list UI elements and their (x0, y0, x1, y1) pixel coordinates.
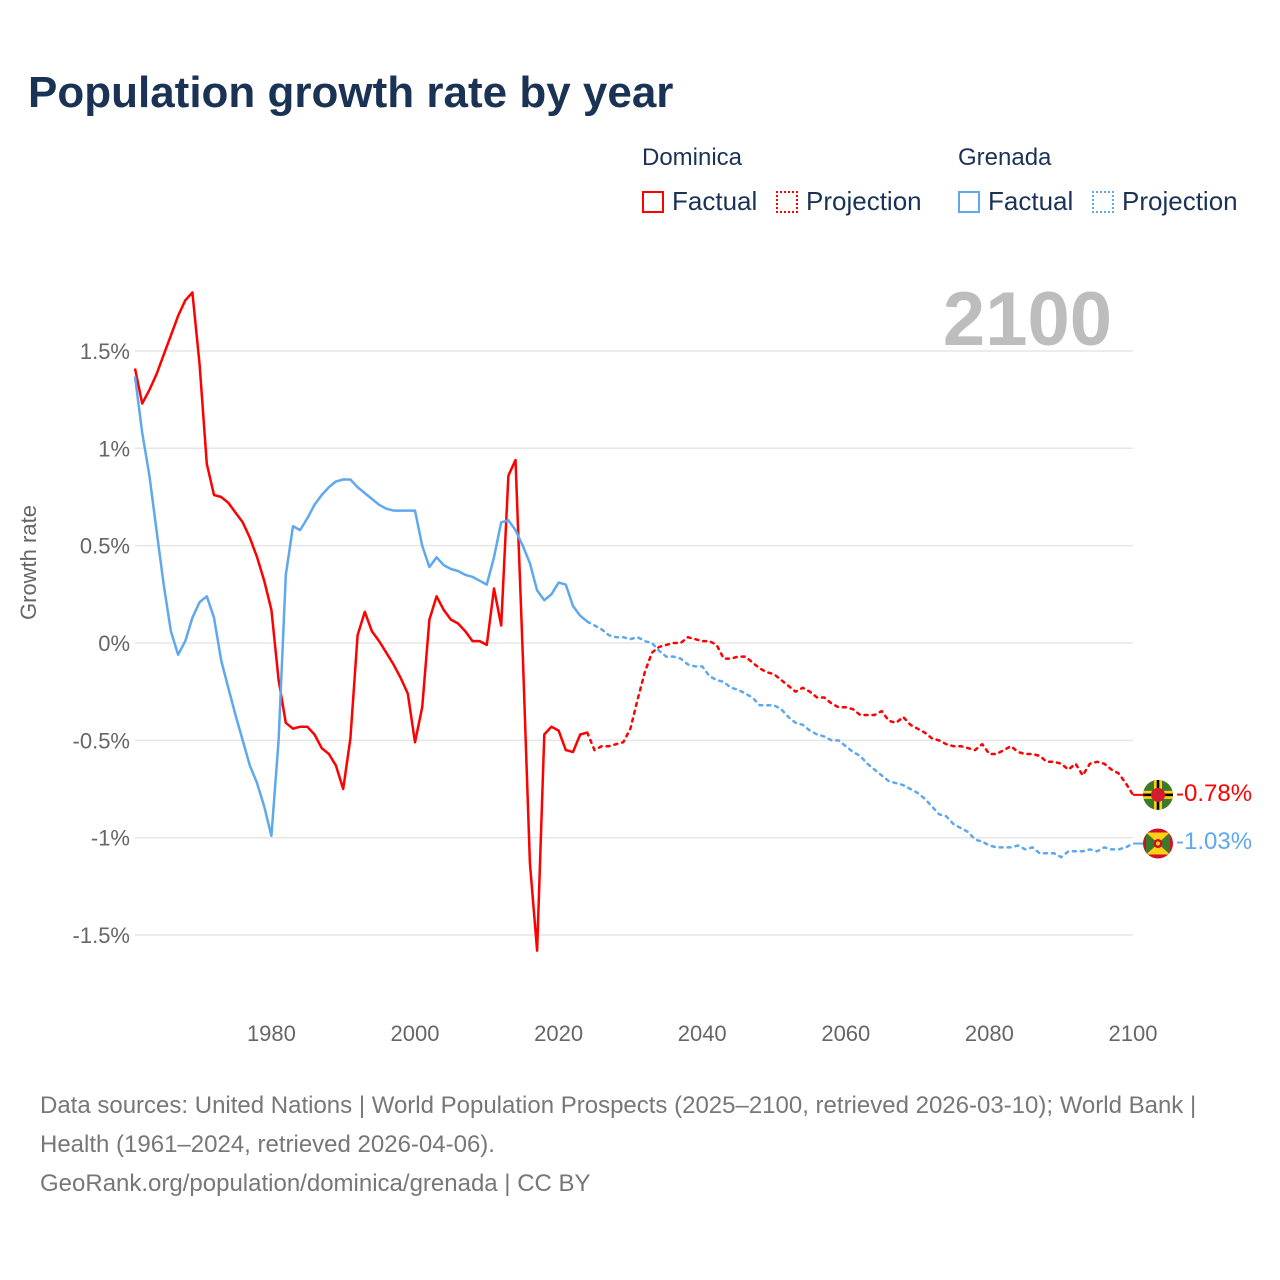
legend-grenada-projection[interactable]: Projection (1092, 186, 1238, 217)
y-tick-label: 1% (98, 436, 130, 461)
x-tick-label: 2080 (965, 1021, 1014, 1046)
current-year-label: 2100 (942, 277, 1112, 362)
flag-triangle (1146, 832, 1170, 844)
legend-group-dominica: Dominica (642, 144, 743, 171)
flag-star (1156, 841, 1160, 846)
legend-label: Projection (1122, 186, 1238, 216)
flag-triangle (1146, 843, 1170, 855)
legend-swatch-dotted (776, 190, 798, 213)
series-line-dominica-projection (586, 635, 1135, 797)
chart-title: Population growth rate by year (28, 68, 674, 117)
legend-label: Projection (806, 186, 922, 216)
flag-body (1143, 779, 1173, 810)
data-sources: Data sources: United Nations | World Pop… (40, 1092, 1197, 1158)
legend-swatch-solid (958, 190, 980, 213)
series-line-grenada-factual (133, 376, 589, 838)
y-tick-label: 0% (98, 631, 130, 656)
y-tick-label: -0.5% (73, 728, 130, 753)
legend-dominica-factual[interactable]: Factual (642, 186, 757, 217)
flag-triangle (1158, 832, 1170, 855)
dominica-flag-icon (1143, 779, 1173, 810)
legend-dominica-projection[interactable]: Projection (776, 186, 922, 217)
legend-swatch-solid (642, 190, 664, 213)
flag-body (1143, 828, 1173, 859)
end-label-grenada: -1.03% (1176, 828, 1253, 855)
y-tick-label: -1% (91, 826, 130, 851)
y-tick-label: -1.5% (73, 923, 130, 948)
legend-group-grenada: Grenada (958, 144, 1052, 171)
legend-swatch-dotted (1092, 190, 1114, 213)
legend-grenada-factual[interactable]: Factual (958, 186, 1073, 217)
series-line-grenada-projection (586, 620, 1135, 859)
credit-link[interactable]: GeoRank.org/population/dominica/grenada … (40, 1170, 591, 1197)
x-tick-label: 2100 (1109, 1021, 1158, 1046)
grenada-flag-icon (1143, 828, 1173, 859)
y-axis-label: Growth rate (16, 505, 41, 620)
footer: Data sources: United Nations | World Pop… (40, 1086, 1240, 1203)
y-tick-label: 1.5% (80, 339, 130, 364)
flag-disc (1151, 787, 1165, 802)
legend-label: Factual (672, 186, 758, 216)
x-tick-label: 2040 (678, 1021, 727, 1046)
x-tick-label: 1980 (247, 1021, 296, 1046)
series-line-dominica-factual (133, 291, 588, 952)
x-tick-label: 2060 (821, 1021, 870, 1046)
x-tick-label: 2020 (534, 1021, 583, 1046)
y-tick-label: 0.5% (80, 534, 130, 559)
legend-label: Factual (988, 186, 1074, 216)
end-label-dominica: -0.78% (1176, 780, 1253, 807)
flag-triangle (1146, 832, 1158, 855)
x-tick-label: 2000 (391, 1021, 440, 1046)
